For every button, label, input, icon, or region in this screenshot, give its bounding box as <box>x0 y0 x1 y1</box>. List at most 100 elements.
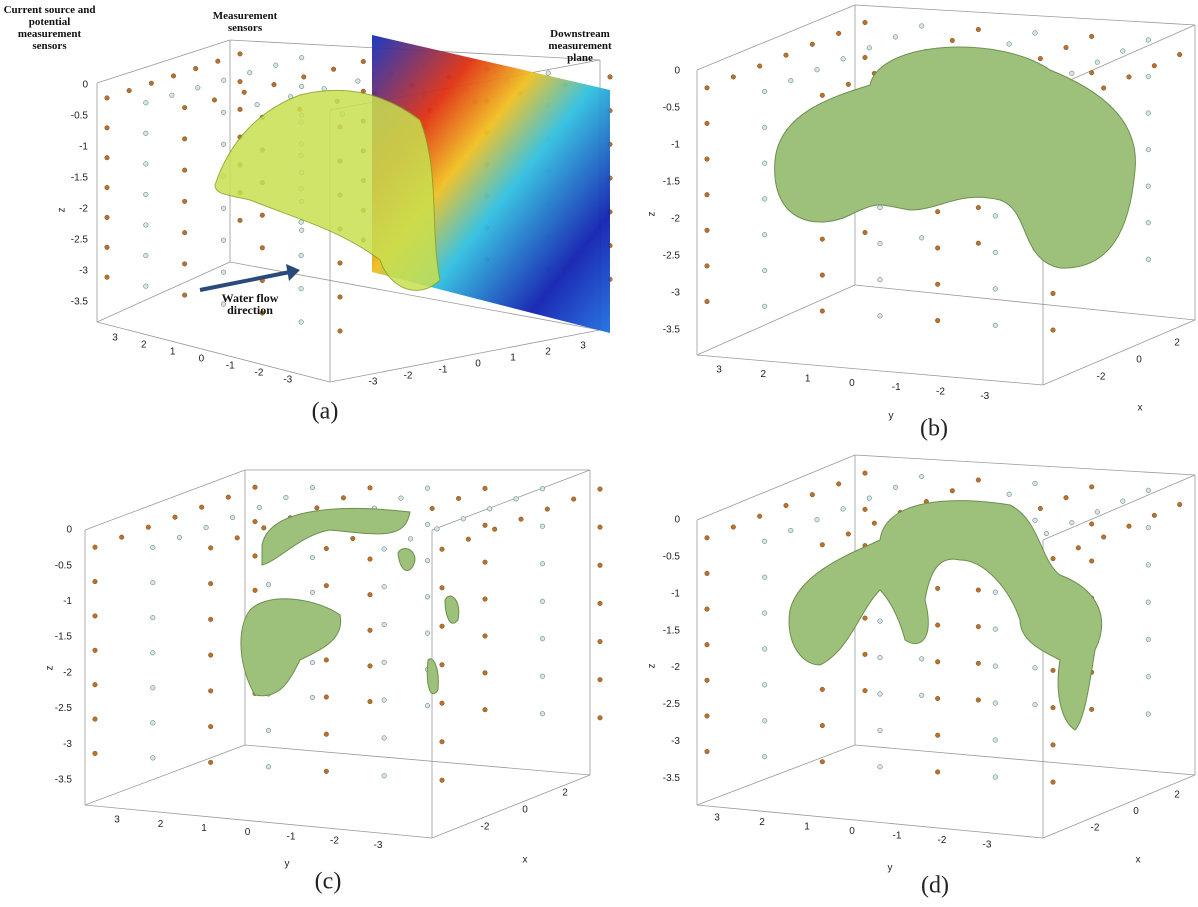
sensor <box>976 661 981 666</box>
sensor <box>310 485 315 490</box>
z-tick-label: -3.5 <box>663 325 681 336</box>
sensor <box>571 497 576 502</box>
sensor <box>226 495 231 500</box>
sensor <box>762 197 767 202</box>
z-tick-label: -1.5 <box>663 625 681 636</box>
sensor <box>1146 525 1151 530</box>
sensor <box>757 64 762 69</box>
sensor <box>820 273 825 278</box>
box-edge <box>697 805 1043 838</box>
sensor <box>598 601 603 606</box>
sensor <box>935 733 940 738</box>
sensor <box>820 542 825 547</box>
sensor <box>1033 481 1038 486</box>
sensor <box>483 597 488 602</box>
sensor <box>1101 535 1106 540</box>
sensor <box>705 678 710 683</box>
sensor <box>935 246 940 251</box>
sensor <box>1044 531 1049 536</box>
sensor <box>863 507 868 512</box>
annotation: Measurement sensors <box>200 10 290 34</box>
sensor <box>382 547 387 552</box>
sensor <box>324 583 329 588</box>
y-tick-label: 2 <box>759 817 765 828</box>
sensor <box>1177 502 1182 507</box>
sensor <box>440 624 445 629</box>
sensor <box>705 607 710 612</box>
sensor <box>425 631 430 636</box>
sensor <box>368 592 373 597</box>
sensor <box>93 614 98 619</box>
sensor <box>182 168 187 173</box>
y-axis-label: y <box>889 411 894 422</box>
sensor <box>105 96 110 101</box>
sensor <box>867 496 872 501</box>
sensor <box>255 102 260 107</box>
sensor <box>1051 556 1056 561</box>
sensor <box>1051 291 1056 296</box>
sensor <box>731 75 736 80</box>
sensor <box>935 586 940 591</box>
sensor <box>483 523 488 528</box>
box-edge <box>1043 775 1195 838</box>
sensor <box>230 515 235 520</box>
flow-arrowhead <box>286 264 300 281</box>
sensor <box>846 82 851 87</box>
y-tick-label: 0 <box>199 354 205 365</box>
sensor <box>440 585 445 590</box>
z-tick-label: -1.5 <box>55 632 73 643</box>
y-tick-label: -3 <box>983 840 992 851</box>
sensor <box>1146 712 1151 717</box>
sensor <box>762 232 767 237</box>
sensor <box>425 558 430 563</box>
sensor <box>1146 38 1151 43</box>
sensor <box>705 749 710 754</box>
sensor <box>208 617 213 622</box>
box-edge <box>97 40 230 83</box>
sensor <box>368 557 373 562</box>
x-tick-label: -2 <box>481 822 490 833</box>
sensor <box>1146 674 1151 679</box>
sensor <box>1146 563 1151 568</box>
annotation: Water flow direction <box>205 292 295 316</box>
sensor <box>705 642 710 647</box>
x-tick-label: -1 <box>439 365 448 376</box>
figure-canvas: 0-0.5-1-1.5-2-2.5-3-3.53210-1-2-3-3-2-10… <box>0 0 1198 907</box>
sensor <box>310 590 315 595</box>
sensor <box>705 228 710 233</box>
z-tick-label: -1.5 <box>663 177 681 188</box>
sensor <box>144 223 149 228</box>
sensor <box>440 739 445 744</box>
sensor <box>182 230 187 235</box>
y-tick-label: -1 <box>287 831 296 842</box>
sensor <box>993 775 998 780</box>
x-axis-label: x <box>523 855 528 866</box>
sensor <box>1033 702 1038 707</box>
sensor <box>361 59 366 64</box>
sensor <box>598 639 603 644</box>
sensor <box>368 628 373 633</box>
sensor <box>784 53 789 58</box>
sensor <box>540 674 545 679</box>
sensor <box>863 230 868 235</box>
y-tick-label: 3 <box>714 813 720 824</box>
x-tick-label: 0 <box>1133 806 1139 817</box>
sensor <box>762 754 767 759</box>
y-tick-label: 0 <box>245 827 251 838</box>
sensor <box>1070 520 1075 525</box>
sensor <box>324 732 329 737</box>
sensor <box>863 616 868 621</box>
sensor <box>456 496 461 501</box>
annotation: Downstream measurement plane <box>540 28 620 64</box>
sensor <box>301 75 306 80</box>
sensor <box>1064 495 1069 500</box>
sensor <box>1127 75 1132 80</box>
sensor <box>182 105 187 110</box>
sensor <box>836 31 841 36</box>
sensor <box>1076 546 1081 551</box>
sensor <box>93 579 98 584</box>
z-tick-label: -2.5 <box>663 699 681 710</box>
sensor <box>382 622 387 627</box>
sensor <box>1146 637 1151 642</box>
sensor <box>863 20 868 25</box>
